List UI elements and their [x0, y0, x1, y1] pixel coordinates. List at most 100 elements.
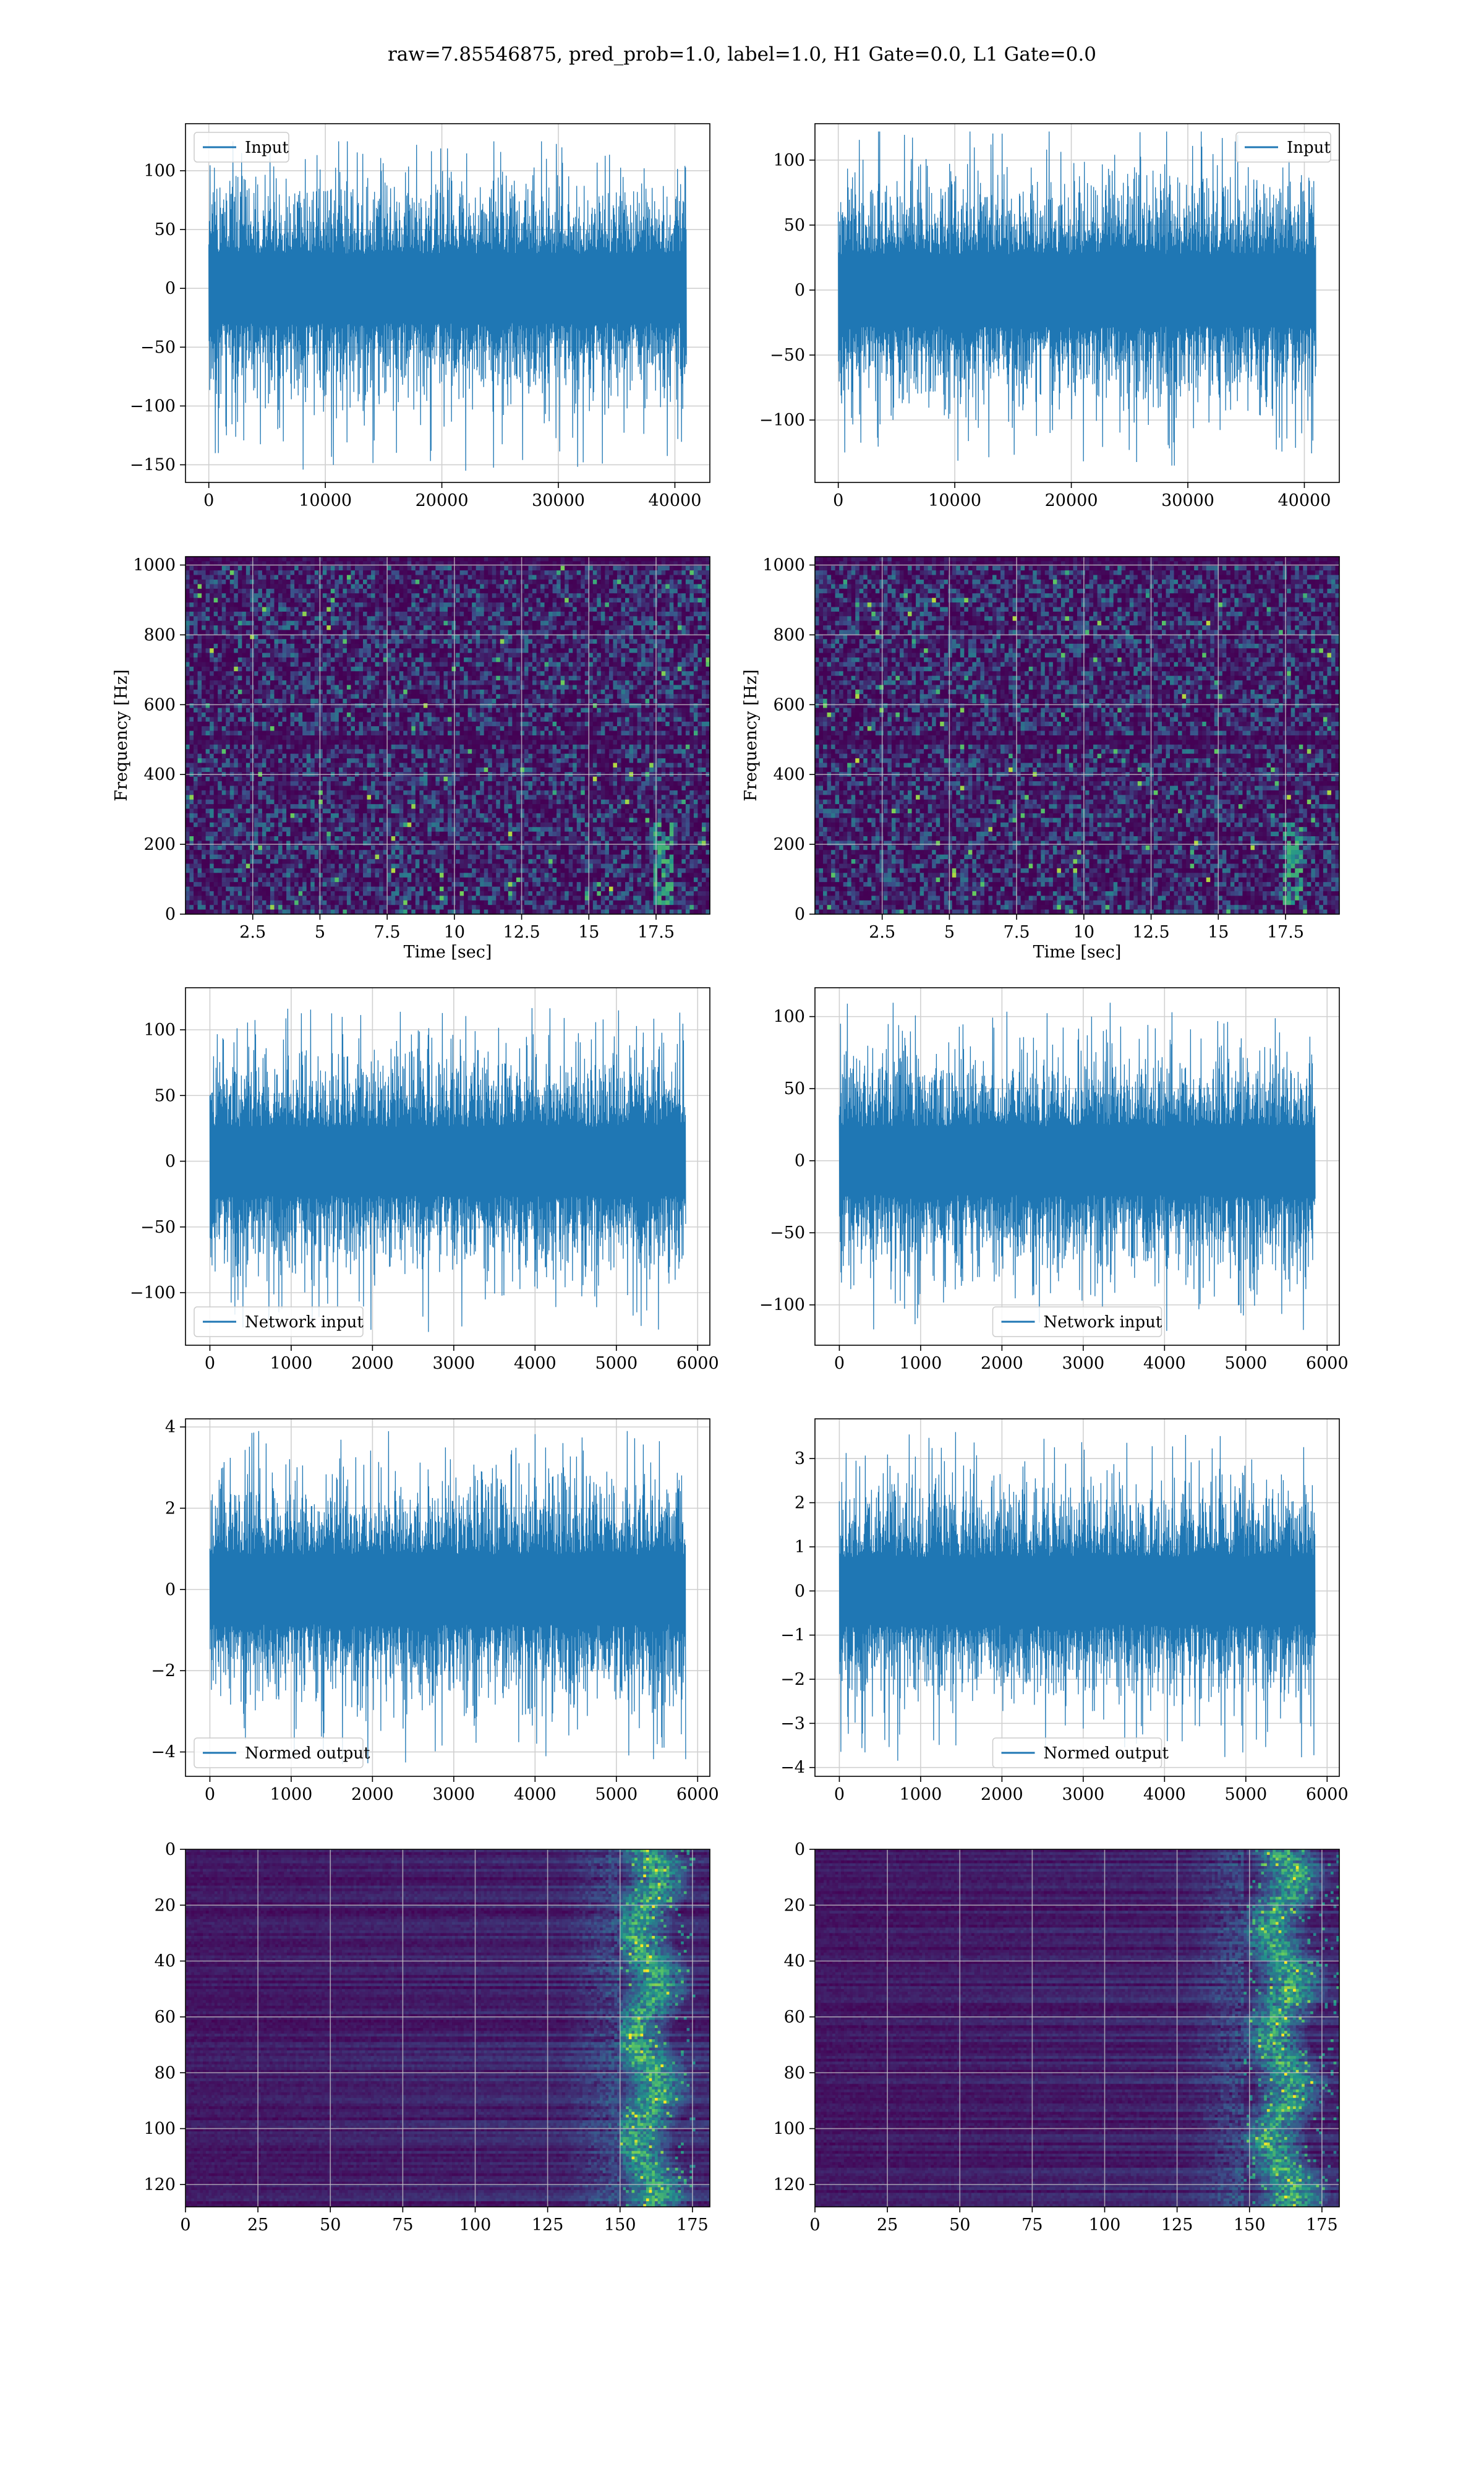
spectrogram-cell	[246, 602, 250, 607]
chart-input-l1: 0 10000 20000 30000 40000100500−50−100Input	[759, 124, 1339, 510]
spectrogram-cell	[339, 584, 343, 589]
spectrogram-cell	[548, 607, 553, 612]
spectrogram-cell	[432, 639, 436, 644]
spectrogram-cell	[540, 625, 545, 630]
spectrogram-cell	[363, 593, 367, 598]
spectrogram-cell	[484, 612, 488, 617]
spectrogram-cell	[206, 639, 210, 644]
spectrogram-cell	[504, 580, 508, 584]
spectrogram-cell	[678, 621, 682, 626]
spectrogram-cell	[621, 621, 625, 626]
spectrogram-cell	[315, 607, 319, 612]
spectrogram-cell	[573, 612, 577, 617]
spectrogram-cell	[649, 598, 654, 603]
spectrogram-cell	[480, 625, 484, 630]
spectrogram-cell	[484, 630, 488, 635]
spectrogram-cell	[605, 612, 609, 617]
spectrogram-cell	[230, 630, 234, 635]
spectrogram-cell	[283, 557, 287, 562]
spectrogram-cell	[537, 566, 541, 571]
spectrogram-cell	[302, 566, 307, 571]
spectrogram-cell	[230, 616, 234, 621]
spectrogram-cell	[379, 557, 383, 562]
spectrogram-cell	[573, 602, 577, 607]
spectrogram-cell	[427, 557, 432, 562]
spectrogram-cell	[238, 593, 242, 598]
spectrogram-cell	[275, 607, 279, 612]
spectrogram-cell	[508, 566, 513, 571]
spectrogram-cell	[424, 630, 428, 635]
spectrogram-cell	[561, 621, 565, 626]
spectrogram-cell	[593, 616, 597, 621]
spectrogram-cell	[331, 570, 335, 575]
spectrogram-cell	[492, 575, 497, 580]
spectrogram-cell	[484, 598, 488, 603]
spectrogram-cell	[540, 639, 545, 644]
spectrogram-cell	[500, 644, 505, 649]
spectrogram-cell	[641, 575, 646, 580]
spectrogram-cell	[548, 621, 553, 626]
spectrogram-cell	[484, 566, 488, 571]
spectrogram-cell	[593, 621, 597, 626]
spectrogram-cell	[649, 644, 654, 649]
spectrogram-cell	[315, 639, 319, 644]
spectrogram-cell	[424, 570, 428, 575]
spectrogram-cell	[516, 580, 521, 584]
spectrogram-cell	[512, 598, 516, 603]
spectrogram-cell	[484, 570, 488, 575]
spectrogram-cell	[218, 607, 222, 612]
spectrogram-cell	[339, 616, 343, 621]
spectrogram-cell	[399, 566, 404, 571]
spectrogram-cell	[633, 612, 638, 617]
spectrogram-cell	[625, 644, 629, 649]
spectrogram-cell	[186, 621, 190, 626]
spectrogram-cell	[561, 644, 565, 649]
spectrogram-cell	[310, 648, 315, 653]
spectrogram-cell	[665, 612, 670, 617]
y-tick-label: 50	[155, 220, 176, 239]
spectrogram-cell	[375, 644, 380, 649]
spectrogram-cell	[556, 621, 561, 626]
spectrogram-cell	[411, 644, 416, 649]
spectrogram-cell	[621, 593, 625, 598]
spectrogram-cell	[516, 557, 521, 562]
spectrogram-cell	[694, 580, 698, 584]
spectrogram-cell	[210, 639, 214, 644]
spectrogram-cell	[435, 607, 440, 612]
spectrogram-cell	[399, 639, 404, 644]
spectrogram-cell	[545, 607, 549, 612]
spectrogram-cell	[283, 602, 287, 607]
spectrogram-cell	[335, 593, 339, 598]
spectrogram-cell	[351, 570, 355, 575]
spectrogram-cell	[315, 584, 319, 589]
spectrogram-cell	[326, 602, 331, 607]
spectrogram-cell	[242, 589, 246, 594]
spectrogram-cell	[359, 616, 363, 621]
spectrogram-cell	[262, 648, 267, 653]
spectrogram-cell	[464, 593, 468, 598]
spectrogram-cell	[403, 630, 407, 635]
spectrogram-cell	[665, 566, 670, 571]
chart-spectrogram-h1: 2.5 5 7.5 10 12.5 15 17.502004006008001000Time…	[112, 556, 710, 962]
spectrogram-cell	[613, 589, 617, 594]
spectrogram-cell	[234, 625, 238, 630]
spectrogram-cell	[625, 557, 629, 562]
spectrogram-cell	[621, 580, 625, 584]
spectrogram-cell	[331, 602, 335, 607]
spectrogram-cell	[504, 575, 508, 580]
spectrogram-cell	[371, 566, 375, 571]
spectrogram-cell	[553, 598, 557, 603]
spectrogram-cell	[326, 625, 331, 630]
spectrogram-cell	[665, 644, 670, 649]
spectrogram-cell	[347, 612, 351, 617]
spectrogram-cell	[601, 639, 605, 644]
spectrogram-cell	[435, 593, 440, 598]
spectrogram-cell	[532, 593, 537, 598]
spectrogram-cell	[194, 639, 198, 644]
spectrogram-cell	[275, 584, 279, 589]
spectrogram-cell	[202, 598, 206, 603]
spectrogram-cell	[617, 557, 621, 562]
spectrogram-cell	[371, 648, 375, 653]
spectrogram-cell	[621, 566, 625, 571]
spectrogram-cell	[194, 566, 198, 571]
